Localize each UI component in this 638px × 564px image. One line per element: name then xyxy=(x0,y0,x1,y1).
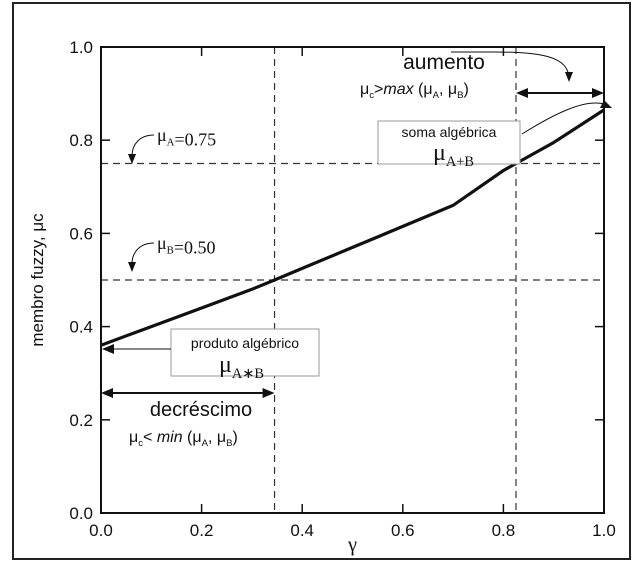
x-tick-label: 0.8 xyxy=(492,521,516,540)
x-tick-label: 1.0 xyxy=(592,521,616,540)
soma-box xyxy=(377,120,521,165)
y-tick-label: 0.0 xyxy=(69,504,93,523)
x-axis-label: γ xyxy=(347,534,357,556)
figure-frame: 0.0 0.2 0.4 0.6 0.8 1.0 0.0 0.2 0.4 0.6 0.8 1.0 μA=… xyxy=(12,2,631,560)
mu-b-arrowhead xyxy=(128,262,136,272)
y-axis-label: membro fuzzy, μc xyxy=(28,213,47,347)
aumento-curve xyxy=(494,51,570,77)
decrescimo-formula: μc< min (μA, μB) xyxy=(129,429,238,449)
x-tick-label: 0.2 xyxy=(190,521,214,540)
mu-b-leader xyxy=(131,242,155,265)
produto-arrowhead xyxy=(102,344,114,354)
soma-leader xyxy=(521,102,605,135)
mu-a-arrowhead xyxy=(128,154,136,164)
aumento-range-right-arrow xyxy=(592,88,604,98)
aumento-arrowhead xyxy=(565,72,573,82)
decrescimo-range-left-arrow xyxy=(101,388,113,398)
fuzzy-membership-chart: 0.0 0.2 0.4 0.6 0.8 1.0 0.0 0.2 0.4 0.6 0.8 1.0 μA=… xyxy=(28,38,616,556)
produto-title: produto algébrico xyxy=(191,335,299,351)
aumento-title: aumento xyxy=(403,51,485,74)
mu-b-label: μB=0.50 xyxy=(157,233,216,258)
decrescimo-title: decréscimo xyxy=(150,399,252,421)
mu-a-leader xyxy=(131,134,155,157)
aumento-formula: μc>max (μA, μB) xyxy=(360,81,469,101)
decrescimo-range-right-arrow xyxy=(262,388,275,398)
y-tick-label: 0.6 xyxy=(69,224,93,243)
soma-arrowhead xyxy=(600,100,612,108)
soma-symbol: μA+B xyxy=(433,140,474,170)
plot-area xyxy=(100,46,605,514)
aumento-range-left-arrow xyxy=(515,88,528,98)
x-tick-label: 0.4 xyxy=(290,521,314,540)
x-tick-label: 0.6 xyxy=(391,521,415,540)
produto-symbol: μA∗B xyxy=(219,352,264,382)
soma-title: soma algébrica xyxy=(402,124,497,140)
x-tick-label: 0.0 xyxy=(89,521,113,540)
mu-a-label: μA=0.75 xyxy=(157,125,216,150)
y-tick-label: 1.0 xyxy=(69,38,93,57)
y-tick-label: 0.2 xyxy=(69,411,93,430)
y-tick-label: 0.4 xyxy=(69,318,93,337)
produto-box xyxy=(170,328,320,377)
y-tick-label: 0.8 xyxy=(69,131,93,150)
